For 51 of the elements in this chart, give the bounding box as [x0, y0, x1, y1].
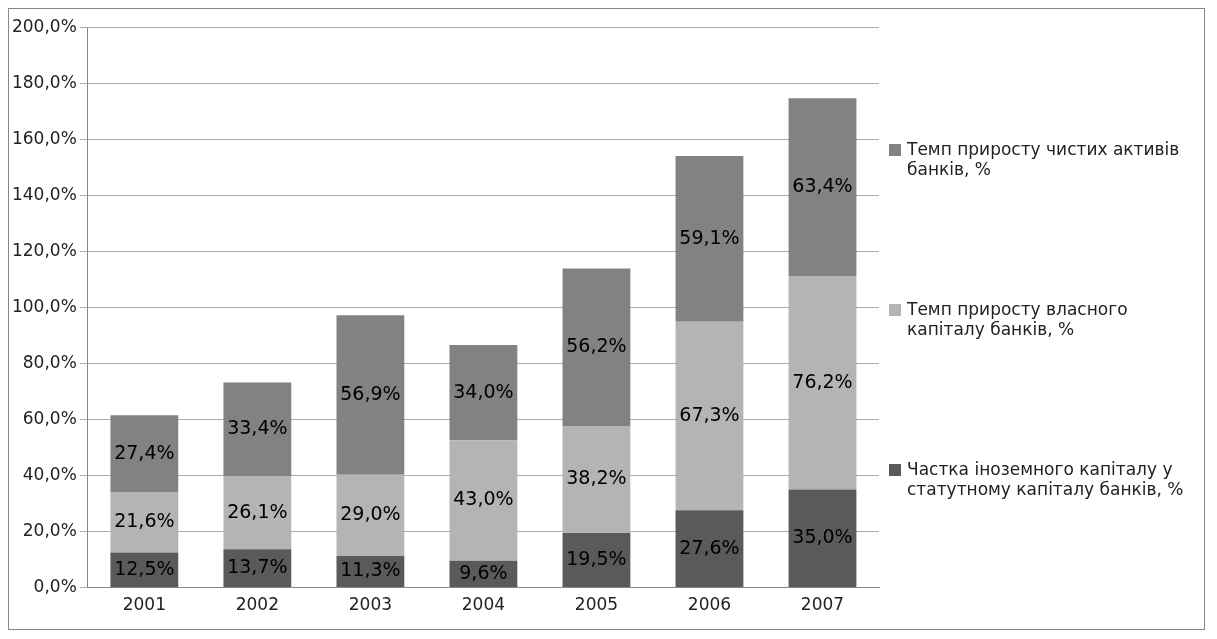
bar [675, 510, 744, 588]
data-label: 13,7% [227, 555, 288, 578]
data-label: 27,6% [679, 535, 740, 558]
data-label: 21,6% [114, 509, 175, 532]
data-label: 11,3% [340, 558, 401, 581]
bar [675, 156, 744, 322]
bar [110, 415, 179, 493]
data-label: 29,0% [340, 502, 401, 525]
data-label: 33,4% [227, 416, 288, 439]
x-tick-label: 2003 [348, 594, 393, 615]
bar [449, 344, 518, 441]
data-label: 76,2% [792, 369, 853, 392]
data-label: 43,0% [453, 487, 514, 510]
y-tick-label: 20,0% [22, 519, 77, 540]
x-tick-label: 2006 [687, 594, 732, 615]
y-tick-label: 60,0% [22, 407, 77, 428]
legend-label: Частка іноземного капіталу у статутному капіталу банків, % [907, 459, 1185, 499]
bar [788, 489, 857, 588]
data-label: 63,4% [792, 174, 853, 197]
x-tick-label: 2002 [235, 594, 279, 615]
data-label: 35,0% [792, 525, 853, 548]
data-label: 38,2% [566, 466, 627, 489]
data-label: 56,2% [566, 334, 627, 357]
bar [223, 382, 292, 477]
x-tick-label: 2004 [461, 594, 506, 615]
y-tick-label: 100,0% [11, 295, 77, 316]
y-tick-label: 120,0% [11, 239, 77, 260]
legend-label: Темп приросту власного капіталу банків, % [907, 299, 1129, 339]
x-tick-label: 2001 [122, 594, 166, 615]
x-tick-label: 2007 [800, 594, 845, 615]
x-tick-label: 2005 [574, 594, 619, 615]
y-tick-label: 0,0% [33, 576, 77, 597]
y-tick-label: 180,0% [11, 71, 77, 92]
y-tick-label: 140,0% [11, 183, 77, 204]
data-label: 27,4% [114, 440, 175, 463]
y-tick-label: 40,0% [22, 463, 77, 484]
legend-label: Темп приросту чистих активів банків, % [907, 139, 1181, 179]
data-label: 26,1% [227, 499, 288, 522]
data-label: 56,9% [340, 381, 401, 404]
data-label: 67,3% [679, 402, 740, 425]
bar [788, 98, 857, 277]
data-label: 9,6% [459, 560, 508, 583]
y-tick-label: 160,0% [11, 127, 77, 148]
data-label: 19,5% [566, 546, 627, 569]
y-tick-label: 200,0% [11, 15, 77, 36]
y-tick-label: 80,0% [22, 351, 77, 372]
bar [562, 268, 631, 426]
data-label: 12,5% [114, 556, 175, 579]
data-label: 34,0% [453, 379, 514, 402]
data-label: 59,1% [679, 225, 740, 248]
bar [336, 315, 405, 475]
